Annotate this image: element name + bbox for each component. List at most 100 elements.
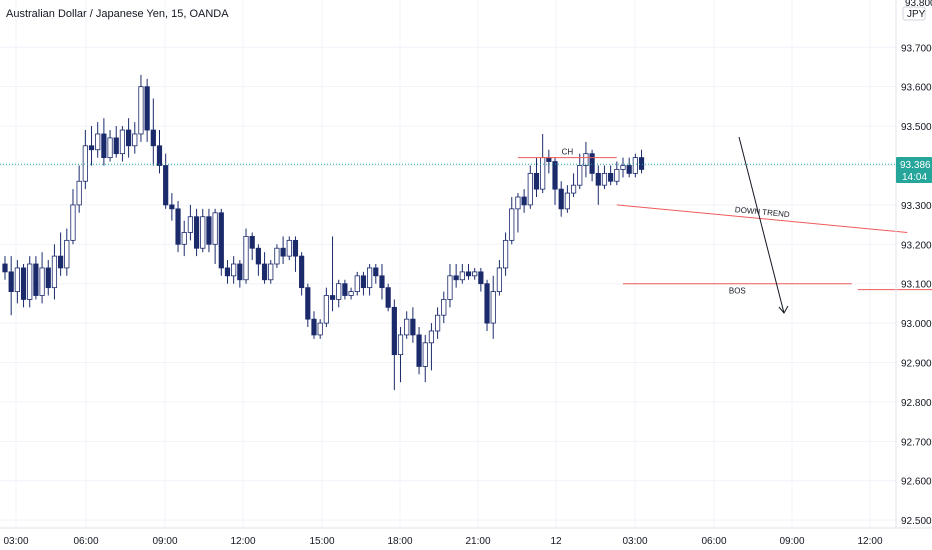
candle-bear: [280, 247, 286, 257]
time-tick-label: 03:00: [3, 536, 28, 547]
candle-bear: [608, 172, 614, 182]
time-tick-label: 06:00: [73, 536, 98, 547]
candle-bear: [626, 165, 632, 174]
candle-bull: [397, 334, 404, 356]
candle-bull: [138, 86, 144, 135]
candle-bear: [638, 157, 645, 170]
price-tick-label: 93.300: [901, 201, 932, 212]
candle-bear: [156, 145, 163, 166]
candle-bear: [224, 267, 231, 277]
candle-bull: [354, 275, 360, 292]
currency-badge-box[interactable]: [902, 6, 926, 21]
candle-bear: [163, 165, 169, 206]
candle-bear: [558, 188, 564, 210]
candle-bull: [459, 271, 465, 281]
price-tick-label: 93.000: [901, 319, 932, 330]
candle-bear: [20, 267, 27, 300]
candle-bear: [261, 263, 268, 281]
candle-bull: [496, 267, 503, 292]
candle-bull: [187, 216, 193, 233]
price-tick-label: 93.700: [901, 43, 932, 54]
candle-bull: [268, 263, 274, 281]
candle-bull: [570, 184, 577, 194]
price-axis[interactable]: 93.800 JPY 93.70093.60093.50093.40093.30…: [895, 0, 932, 528]
candle-bull: [509, 208, 515, 241]
time-tick-label: 03:00: [622, 536, 647, 547]
candle-bear: [175, 208, 181, 245]
candle-bear: [546, 157, 552, 162]
candle-bear: [329, 295, 336, 300]
time-tick-label: 09:00: [779, 536, 804, 547]
price-tick-label: 92.500: [901, 516, 932, 527]
candle-bear: [552, 161, 558, 190]
candle-bull: [82, 145, 88, 182]
down-trend-line[interactable]: [616, 204, 908, 233]
candle-bear: [360, 275, 367, 289]
candle-bear: [150, 129, 156, 147]
candle-bear: [292, 239, 299, 257]
candle-bull: [27, 263, 33, 300]
candle-bull: [577, 165, 583, 186]
price-tick-label: 92.900: [901, 359, 932, 370]
candle-bear: [453, 275, 459, 281]
price-tick-label: 92.700: [901, 437, 932, 448]
price-axis-top-label: 93.800: [905, 0, 932, 9]
candle-bear: [33, 263, 39, 296]
price-tick-label: 92.600: [901, 477, 932, 488]
time-axis[interactable]: 03:00 06:00 09:00 12:00 15:00 18:00 21:00 12 03:…: [0, 527, 932, 547]
candle-bull: [200, 216, 206, 249]
candle-bear: [126, 129, 132, 147]
candle-bear: [391, 306, 397, 356]
candle-bear: [144, 86, 150, 131]
candle-bull: [441, 299, 447, 316]
candle-bear: [299, 255, 305, 289]
candle-bear: [379, 275, 385, 289]
candle-bear: [373, 267, 379, 277]
candle-bear: [255, 247, 261, 265]
candle-bull: [632, 157, 638, 174]
currency-badge: JPY: [907, 9, 926, 20]
candle-bear: [169, 204, 175, 210]
candle-bull: [107, 137, 113, 159]
candle-bull: [367, 267, 373, 289]
candle-bear: [88, 145, 95, 151]
candle-bear: [45, 267, 51, 289]
arrow-head-icon: [778, 305, 789, 314]
candle-bull: [14, 267, 20, 292]
candle-bull: [243, 236, 249, 281]
projection-arrow[interactable]: [738, 136, 785, 314]
candle-bull: [583, 153, 589, 166]
price-tick-label: 93.500: [901, 122, 932, 133]
candle-bull: [515, 196, 521, 210]
candle-bull: [348, 291, 354, 296]
time-tick-label: 12:00: [230, 536, 255, 547]
bar-countdown: 14:04: [902, 172, 927, 183]
candle-bear: [533, 172, 540, 190]
candle-bull: [274, 247, 280, 265]
candle-bull: [601, 172, 608, 186]
candle-bear: [193, 216, 200, 249]
candle-bear: [2, 263, 8, 273]
candle-bear: [8, 271, 14, 292]
time-tick-label: 09:00: [152, 536, 177, 547]
candle-bear: [218, 212, 224, 269]
ch-label: CH: [562, 148, 574, 157]
candle-bull: [404, 318, 410, 336]
candle-bull: [51, 255, 58, 289]
candle-bear: [305, 287, 311, 320]
candle-bull: [447, 275, 453, 300]
price-tick-label: 93.600: [901, 83, 932, 94]
time-tick-label: 12: [550, 536, 562, 547]
time-tick-label: 06:00: [701, 536, 726, 547]
candle-bear: [101, 133, 107, 159]
candle-bull: [286, 239, 292, 257]
candle-bear: [249, 236, 255, 249]
candle-bull: [181, 232, 187, 245]
candle-bear: [237, 263, 243, 281]
symbol-title[interactable]: Australian Dollar / Japanese Yen, 15, OA…: [6, 8, 229, 20]
candle-bear: [385, 287, 391, 308]
candle-bull: [76, 180, 82, 206]
candle-bull: [323, 295, 329, 324]
price-tick-label: 92.800: [901, 398, 932, 409]
